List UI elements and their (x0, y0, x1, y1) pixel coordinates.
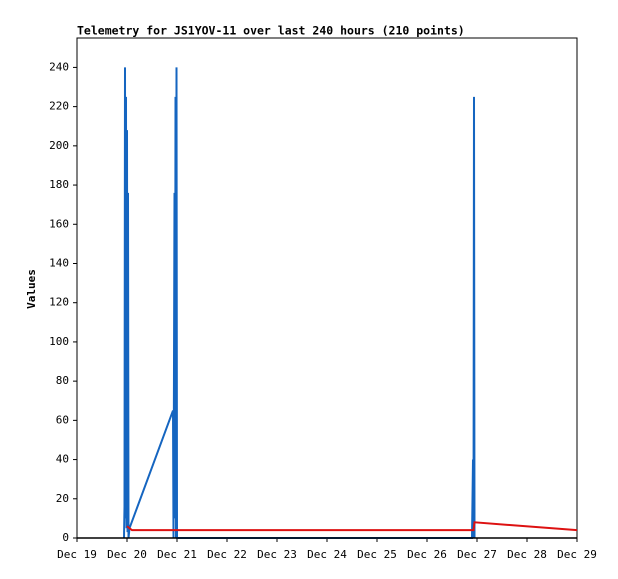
x-tick-label: Dec 20 (107, 548, 147, 561)
x-tick-label: Dec 21 (157, 548, 197, 561)
x-tick-label: Dec 23 (257, 548, 297, 561)
chart-title: Telemetry for JS1YOV-11 over last 240 ho… (77, 24, 465, 38)
y-tick-label: 40 (56, 453, 69, 466)
x-tick-label: Dec 24 (307, 548, 347, 561)
x-tick-label: Dec 29 (557, 548, 597, 561)
x-tick-label: Dec 28 (507, 548, 547, 561)
y-axis-label: Values (25, 269, 38, 309)
series-line (123, 67, 476, 539)
y-tick-label: 200 (49, 139, 69, 152)
y-tick-label: 140 (49, 256, 69, 269)
x-tick-label: Dec 26 (407, 548, 447, 561)
y-tick-label: 240 (49, 60, 69, 73)
y-tick-label: 0 (62, 531, 69, 544)
x-tick-label: Dec 25 (357, 548, 397, 561)
y-tick-label: 80 (56, 374, 69, 387)
y-tick-label: 100 (49, 335, 69, 348)
y-tick-label: 120 (49, 296, 69, 309)
x-tick-label: Dec 19 (57, 548, 97, 561)
y-tick-label: 180 (49, 178, 69, 191)
x-tick-label: Dec 27 (457, 548, 497, 561)
series-line (126, 521, 578, 532)
y-tick-label: 60 (56, 413, 69, 426)
x-tick-label: Dec 22 (207, 548, 247, 561)
y-tick-label: 220 (49, 100, 69, 113)
y-tick-label: 20 (56, 492, 69, 505)
y-tick-label: 160 (49, 217, 69, 230)
plot-frame (76, 37, 578, 539)
